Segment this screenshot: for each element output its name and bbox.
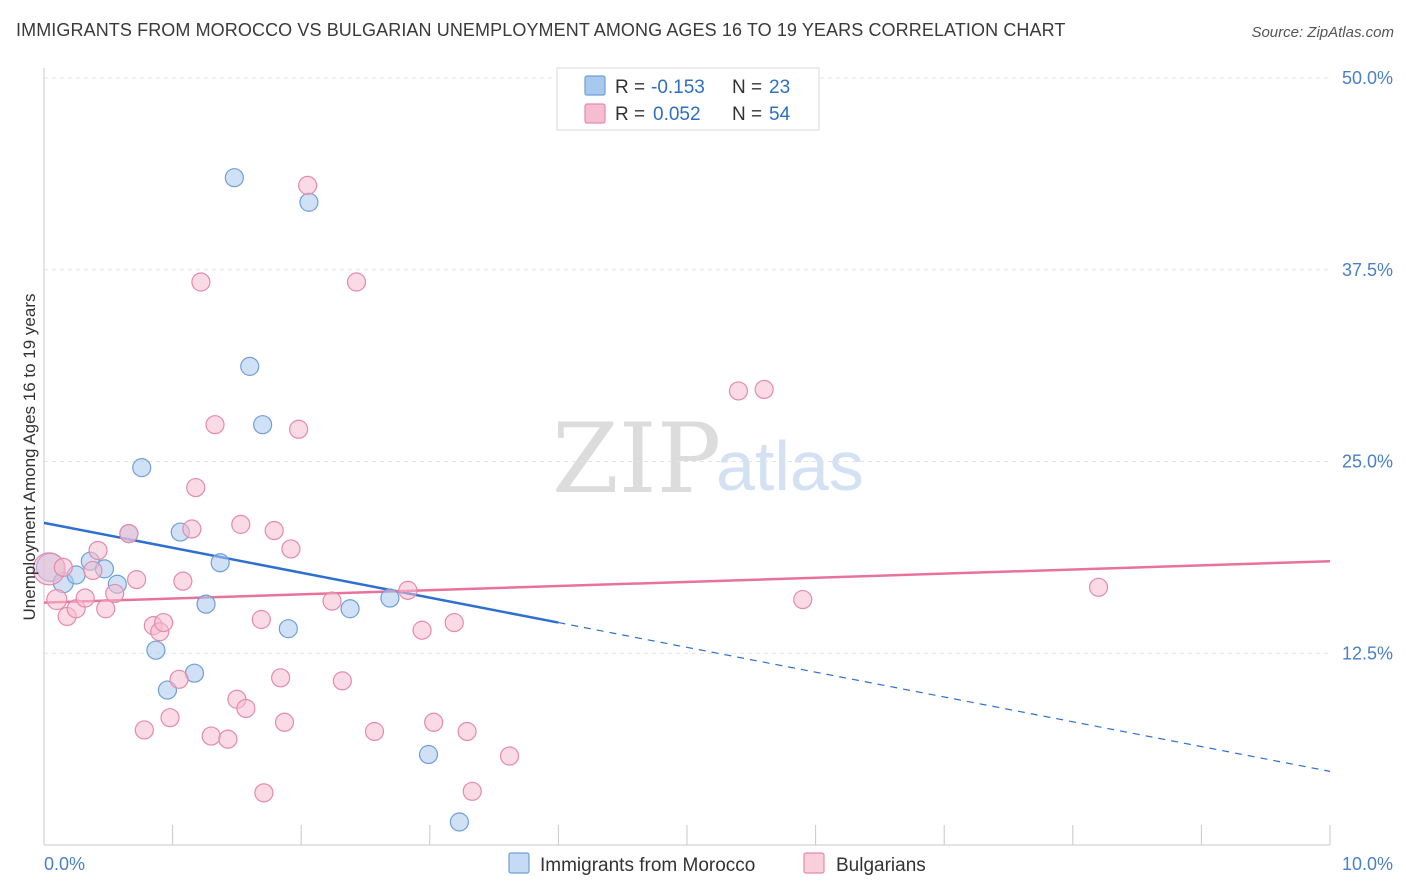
point-bulgarian (457, 721, 477, 742)
x-tick-label-min: 0.0% (44, 854, 85, 874)
point-bulgarian (160, 708, 180, 728)
point-bulgarian (251, 609, 271, 630)
point-bulgarian (728, 381, 749, 401)
point-bulgarian (191, 272, 211, 292)
bottom-legend-swatch-bulgarians (803, 852, 825, 874)
bottom-legend-label-bulgarians: Bulgarians (836, 855, 926, 876)
legend-n-value-bulgarians: 54 (769, 104, 791, 125)
point-bulgarian (153, 612, 174, 633)
watermark-zip: ZIP (552, 403, 721, 515)
legend-n-label-morocco: N = (732, 77, 762, 98)
point-bulgarian (754, 379, 774, 400)
point-bulgarian (364, 721, 385, 742)
point-bulgarian (236, 698, 256, 719)
point-bulgarian (332, 671, 352, 691)
legend-n-value-morocco: 23 (769, 77, 790, 98)
point-morocco (240, 356, 260, 376)
point-morocco (224, 168, 244, 188)
watermark-atlas: atlas (716, 427, 864, 505)
point-bulgarian (281, 539, 301, 559)
point-bulgarian (322, 591, 342, 611)
point-bulgarian (231, 514, 251, 534)
watermark: ZIP atlas (552, 403, 864, 515)
point-bulgarian (182, 519, 202, 539)
point-bulgarian (412, 620, 432, 640)
y-axis-title: Unemployment Among Ages 16 to 19 years (20, 294, 39, 621)
legend-r-label-bulgarians: R = (615, 104, 645, 125)
point-bulgarian (186, 477, 206, 498)
point-bulgarian (462, 781, 482, 801)
point-bulgarian (169, 669, 189, 689)
bottom-legend-swatch-morocco (508, 852, 530, 874)
y-tick-label: 25.0% (1342, 452, 1393, 472)
chart-title: IMMIGRANTS FROM MOROCCO VS BULGARIAN UNE… (16, 20, 1066, 40)
point-morocco (418, 744, 439, 765)
legend-r-label-morocco: R = (615, 77, 645, 98)
point-bulgarian (346, 272, 367, 292)
point-morocco (380, 588, 400, 608)
point-bulgarian (289, 419, 309, 439)
point-bulgarian (499, 746, 520, 766)
point-morocco (253, 415, 273, 435)
point-morocco (196, 594, 216, 614)
y-tick-label: 50.0% (1342, 68, 1393, 88)
point-bulgarian (444, 612, 464, 633)
point-bulgarian (201, 726, 221, 746)
point-bulgarian (793, 589, 813, 610)
point-morocco (146, 640, 166, 660)
point-bulgarian (274, 712, 295, 732)
point-bulgarian (264, 520, 284, 541)
point-bulgarian (218, 729, 238, 749)
legend: R = -0.153 N = 23 R = 0.052 N = 54 (556, 67, 820, 131)
point-bulgarian (398, 580, 418, 600)
point-morocco (299, 192, 319, 212)
legend-r-value-morocco: -0.153 (651, 77, 705, 98)
point-bulgarian (298, 175, 318, 195)
bottom-legend: Immigrants from Morocco Bulgarians (508, 852, 926, 876)
source-label: Source: ZipAtlas.com (1251, 24, 1394, 41)
point-bulgarian (254, 783, 274, 803)
point-bulgarian (46, 588, 68, 611)
bottom-legend-label-morocco: Immigrants from Morocco (540, 855, 755, 876)
point-bulgarian (53, 557, 73, 577)
point-bulgarian (271, 668, 291, 688)
point-bulgarian (96, 599, 116, 619)
axes: 12.5% 25.0% 37.5% 50.0% 0.0% 10.0% (43, 68, 1393, 874)
y-tick-label: 37.5% (1342, 260, 1393, 280)
point-bulgarian (83, 560, 103, 581)
point-bulgarian (424, 712, 444, 732)
point-bulgarian (126, 570, 147, 590)
x-tick-label-max: 10.0% (1342, 854, 1393, 874)
trend-lines (43, 521, 1331, 772)
point-morocco (132, 458, 152, 478)
point-bulgarian (205, 415, 225, 435)
point-morocco (210, 553, 230, 573)
point-bulgarian (173, 571, 193, 591)
point-bulgarian (88, 540, 108, 561)
legend-r-value-bulgarians: 0.052 (653, 104, 701, 125)
trend-line-morocco-extension (558, 621, 1331, 772)
point-morocco (449, 812, 469, 832)
legend-n-label-bulgarians: N = (732, 104, 762, 125)
trend-line-bulgarian (43, 559, 1331, 604)
y-tick-label: 12.5% (1342, 643, 1393, 663)
point-bulgarian (75, 588, 95, 608)
point-morocco (340, 599, 360, 619)
data-points (32, 168, 1109, 832)
point-bulgarian (1088, 577, 1109, 597)
point-bulgarian (134, 720, 154, 740)
point-bulgarian (119, 523, 139, 544)
legend-swatch-bulgarians (584, 103, 606, 124)
point-bulgarian (105, 583, 125, 604)
point-morocco (278, 619, 298, 639)
legend-swatch-morocco (584, 75, 606, 96)
